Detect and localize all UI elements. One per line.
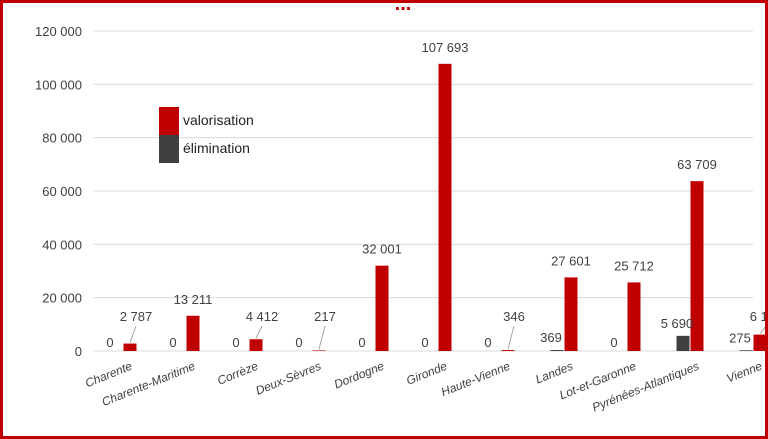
category-label: Pyrénées-Atlantiques — [590, 359, 701, 415]
y-tick-label: 100 000 — [35, 77, 82, 92]
y-tick-label: 0 — [75, 344, 82, 359]
bar-chart: ... 0 20 000 40 000 60 000 80 000 100 000 120 … — [35, 3, 768, 415]
category-label: Deux-Sèvres — [254, 359, 324, 398]
data-label-valorisation: 107 693 — [422, 40, 469, 55]
data-label-elimination: 0 — [232, 335, 239, 350]
bar-valorisation — [501, 350, 515, 351]
data-label-elimination: 275 — [729, 330, 751, 345]
y-tick-label: 20 000 — [42, 291, 82, 306]
data-label-valorisation: 25 712 — [614, 258, 654, 273]
y-axis-ticks: 0 20 000 40 000 60 000 80 000 100 000 120 000 — [35, 24, 82, 359]
bar-valorisation — [312, 350, 326, 351]
category-label: Haute-Vienne — [439, 359, 512, 400]
category-label: Gironde — [404, 359, 449, 388]
bar-elimination — [676, 335, 690, 351]
data-label-valorisation: 2 787 — [120, 309, 153, 324]
data-label-valorisation: 13 211 — [174, 292, 213, 307]
data-label-valorisation: 346 — [503, 309, 525, 324]
data-label-elimination: 0 — [169, 335, 176, 350]
data-label-valorisation: 63 709 — [677, 157, 717, 172]
legend-swatch-valorisation — [159, 107, 179, 135]
y-tick-label: 120 000 — [35, 24, 82, 39]
data-label-elimination: 0 — [358, 335, 365, 350]
bar-valorisation — [627, 282, 641, 351]
data-label-elimination: 5 690 — [661, 316, 694, 331]
bars — [123, 63, 765, 352]
bar-elimination — [550, 350, 564, 351]
leader-line — [129, 325, 137, 343]
bar-valorisation — [186, 315, 200, 351]
category-label: Vienne — [724, 359, 764, 386]
legend-swatch-elimination — [159, 135, 179, 163]
data-label-elimination: 0 — [421, 335, 428, 350]
bar-valorisation — [564, 277, 578, 351]
chart-title: ... — [395, 3, 412, 15]
bar-valorisation — [753, 334, 765, 351]
leader-line — [255, 325, 263, 339]
gridlines — [93, 30, 753, 352]
data-label-elimination: 0 — [484, 335, 491, 350]
leader-line — [318, 325, 326, 350]
bar-valorisation — [690, 181, 704, 351]
data-label-elimination: 0 — [106, 335, 113, 350]
data-label-elimination: 0 — [295, 335, 302, 350]
bar-elimination — [739, 350, 753, 351]
y-tick-label: 80 000 — [42, 131, 82, 146]
data-label-valorisation: 27 601 — [551, 253, 591, 268]
data-label-valorisation: 4 412 — [246, 309, 279, 324]
y-tick-label: 40 000 — [42, 237, 82, 252]
bar-valorisation — [375, 265, 389, 351]
legend-label-valorisation: valorisation — [183, 112, 254, 128]
y-tick-label: 60 000 — [42, 184, 82, 199]
category-label: Corrèze — [215, 359, 260, 388]
legend: valorisation élimination — [159, 107, 254, 163]
bar-valorisation — [249, 339, 263, 351]
data-label-valorisation: 6 145 — [750, 309, 768, 324]
legend-label-elimination: élimination — [183, 140, 250, 156]
data-label-elimination: 369 — [540, 330, 562, 345]
bar-valorisation — [438, 63, 452, 352]
data-label-valorisation: 217 — [314, 309, 336, 324]
leader-line — [507, 325, 515, 350]
bar-valorisation — [123, 343, 137, 351]
leader-line — [759, 326, 765, 334]
category-label: Dordogne — [332, 359, 386, 392]
category-label: Landes — [533, 359, 575, 387]
data-label-valorisation: 32 001 — [362, 242, 402, 257]
data-label-elimination: 0 — [610, 335, 617, 350]
